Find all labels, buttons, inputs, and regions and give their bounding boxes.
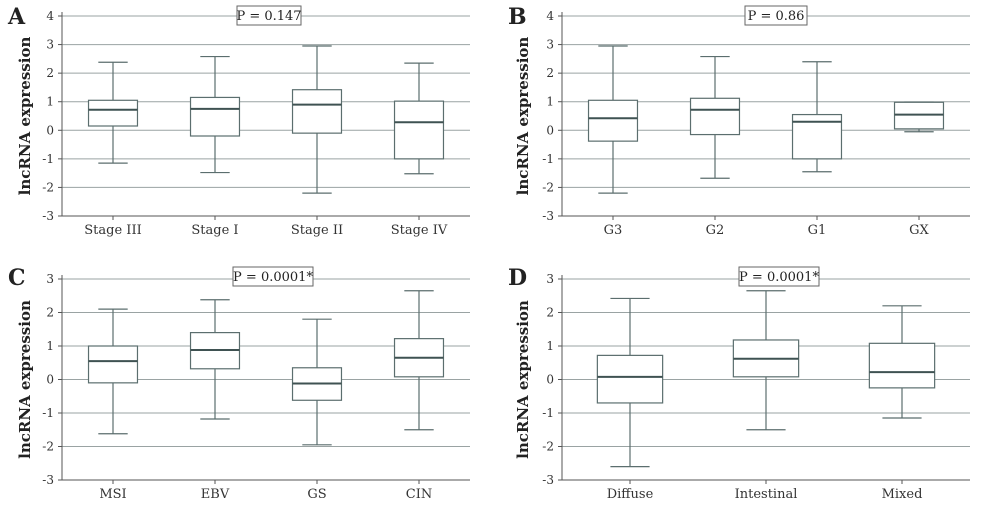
panel-letter: A xyxy=(7,4,26,30)
y-tick-label: -3 xyxy=(42,209,54,223)
p-value-label: P = 0.0001* xyxy=(233,270,313,285)
x-tick-label: G1 xyxy=(808,223,827,238)
box-stage-i: Stage I xyxy=(189,55,241,238)
y-tick-label: 4 xyxy=(546,9,554,23)
y-tick-label: 3 xyxy=(46,38,54,52)
p-value-box xyxy=(236,5,302,26)
x-tick-label: EBV xyxy=(201,487,230,502)
y-tick-label: 0 xyxy=(46,123,54,137)
box-g1: G1 xyxy=(791,61,843,238)
box-intestinal: Intestinal xyxy=(732,290,800,502)
panel-letter: D xyxy=(508,265,527,291)
y-tick-label: -2 xyxy=(42,180,54,194)
iqr-box xyxy=(291,89,343,134)
y-tick-label: -1 xyxy=(542,406,554,420)
y-axis-label: lncRNA expression xyxy=(514,300,532,459)
iqr-box xyxy=(87,345,139,384)
y-tick-label: 1 xyxy=(546,95,554,109)
y-tick-label: -1 xyxy=(42,152,54,166)
p-value-box xyxy=(744,5,808,26)
x-tick-label: Stage IV xyxy=(391,223,448,238)
x-tick-label: Stage I xyxy=(191,223,238,238)
y-tick-label: 2 xyxy=(546,306,554,320)
box-mixed: Mixed xyxy=(868,305,936,502)
x-tick-label: Intestinal xyxy=(735,487,798,502)
y-tick-label: -3 xyxy=(42,473,54,487)
box-g2: G2 xyxy=(689,55,741,238)
box-ebv: EBV xyxy=(189,299,241,502)
y-tick-label: 2 xyxy=(46,66,54,80)
y-tick-label: 4 xyxy=(46,9,54,23)
x-tick-label: Stage III xyxy=(84,223,141,238)
iqr-box xyxy=(868,342,936,389)
y-tick-label: 0 xyxy=(46,373,54,387)
iqr-box xyxy=(596,354,664,404)
p-value-label: P = 0.147 xyxy=(236,9,301,24)
y-axis-label: lncRNA expression xyxy=(16,37,34,196)
y-tick-label: -1 xyxy=(42,406,54,420)
x-tick-label: GS xyxy=(307,487,326,502)
iqr-box xyxy=(393,100,445,160)
y-tick-label: 0 xyxy=(546,373,554,387)
y-tick-label: -3 xyxy=(542,473,554,487)
box-msi: MSI xyxy=(87,308,139,502)
x-tick-label: G2 xyxy=(706,223,725,238)
y-tick-label: -2 xyxy=(42,440,54,454)
box-gs: GS xyxy=(291,318,343,502)
box-stage-iv: Stage IV xyxy=(391,62,448,238)
p-value-box xyxy=(738,266,820,287)
y-tick-label: 0 xyxy=(546,123,554,137)
x-tick-label: Diffuse xyxy=(607,487,654,502)
iqr-box xyxy=(189,96,241,137)
p-value-box xyxy=(232,266,314,287)
y-tick-label: 2 xyxy=(546,66,554,80)
y-tick-label: -1 xyxy=(542,152,554,166)
y-axis-label: lncRNA expression xyxy=(16,300,34,459)
box-stage-ii: Stage II xyxy=(291,45,343,238)
p-value-label: P = 0.0001* xyxy=(739,270,819,285)
y-tick-label: 2 xyxy=(46,306,54,320)
y-tick-label: 1 xyxy=(46,339,54,353)
y-tick-label: 3 xyxy=(546,38,554,52)
box-cin: CIN xyxy=(393,290,445,502)
y-tick-label: 1 xyxy=(46,95,54,109)
y-axis-label: lncRNA expression xyxy=(514,37,532,196)
x-tick-label: GX xyxy=(909,223,929,238)
y-tick-label: 3 xyxy=(46,272,54,286)
y-tick-label: 1 xyxy=(546,339,554,353)
iqr-box xyxy=(87,99,139,127)
x-tick-label: MSI xyxy=(99,487,126,502)
y-tick-label: -2 xyxy=(542,440,554,454)
box-stage-iii: Stage III xyxy=(84,61,142,238)
x-tick-label: G3 xyxy=(604,223,623,238)
x-tick-label: Mixed xyxy=(882,487,923,502)
iqr-box xyxy=(587,99,639,142)
panel-letter: B xyxy=(508,4,527,30)
y-tick-label: -2 xyxy=(542,180,554,194)
x-tick-label: CIN xyxy=(406,487,432,502)
y-tick-label: 3 xyxy=(546,272,554,286)
p-value-label: P = 0.86 xyxy=(748,9,805,24)
panel-letter: C xyxy=(8,265,26,291)
box-gx: GX xyxy=(893,101,945,238)
box-g3: G3 xyxy=(587,45,639,238)
iqr-box xyxy=(689,97,741,136)
box-diffuse: Diffuse xyxy=(596,297,664,502)
y-tick-label: -3 xyxy=(542,209,554,223)
x-tick-label: Stage II xyxy=(291,223,343,238)
